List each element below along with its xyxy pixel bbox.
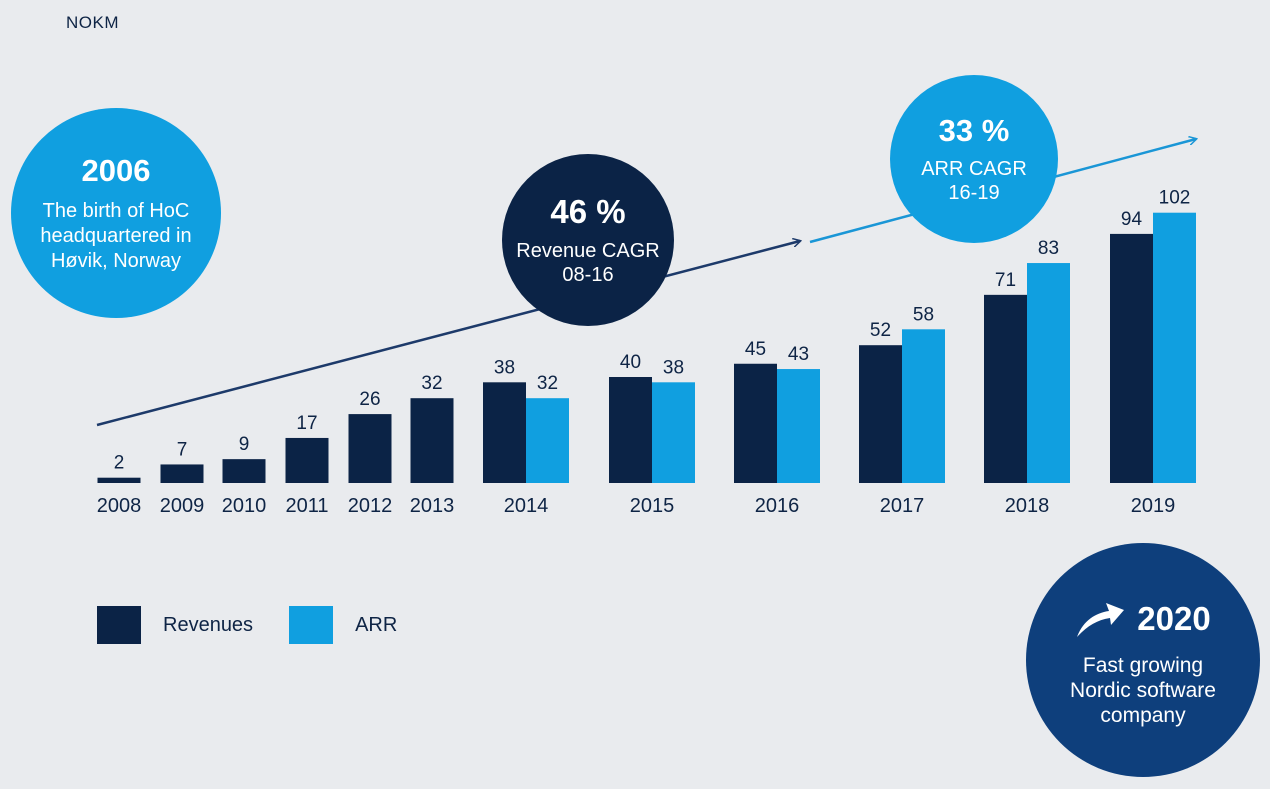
arr-bar-2018 <box>1027 263 1070 483</box>
arr-bar-2014 <box>526 398 569 483</box>
revenues-value-label: 45 <box>745 339 766 360</box>
revenues-bar-2012 <box>348 414 392 483</box>
arr-bar-2015 <box>652 382 695 483</box>
revenues-value-label: 38 <box>494 357 515 378</box>
revenue-cagr-period: 08-16 <box>562 264 614 286</box>
revenues-value-label: 71 <box>995 270 1016 291</box>
revenue-cagr-value: 46 % <box>550 193 626 230</box>
revenues-bar-2017 <box>859 345 902 483</box>
revenues-bar-2018 <box>984 294 1027 483</box>
revenues-value-label: 94 <box>1121 209 1143 230</box>
arr-value-label: 38 <box>663 357 684 378</box>
revenues-bar-2011 <box>285 437 329 483</box>
arr-value-label: 58 <box>913 304 934 325</box>
unit-label: NOKM <box>66 13 119 32</box>
arr-value-label: 83 <box>1038 238 1059 259</box>
revenues-bar-2016 <box>734 363 777 483</box>
x-tick-label: 2019 <box>1131 495 1176 517</box>
revenues-value-label: 40 <box>620 352 641 373</box>
x-tick-label: 2011 <box>285 495 328 517</box>
founding-text-line: The birth of HoC <box>42 199 190 222</box>
x-tick-label: 2018 <box>1005 495 1050 517</box>
x-tick-label: 2013 <box>410 495 455 517</box>
revenue-cagr-label: Revenue CAGR <box>516 240 660 262</box>
arr-bar-2016 <box>777 369 820 483</box>
legend-label-arr: ARR <box>355 613 398 636</box>
founding-callout: 2006 The birth of HoC headquartered in H… <box>11 108 221 318</box>
revenues-value-label: 26 <box>359 389 380 410</box>
founding-text-line: headquartered in <box>40 224 192 247</box>
legend: Revenues ARR <box>97 606 433 644</box>
arr-cagr-period: 16-19 <box>948 182 1000 204</box>
arr-value-label: 32 <box>537 373 558 394</box>
x-tick-label: 2016 <box>755 495 800 517</box>
revenues-bar-2019 <box>1110 233 1153 483</box>
revenues-bar-2008 <box>97 477 141 483</box>
arr-bar-2017 <box>902 329 945 483</box>
arr-bar-2019 <box>1153 212 1196 483</box>
revenues-bar-2014 <box>483 382 526 483</box>
revenues-value-label: 17 <box>296 413 317 434</box>
growth-arrow-icon <box>1077 602 1125 637</box>
founding-year: 2006 <box>81 152 151 188</box>
revenues-bar-2015 <box>609 377 652 483</box>
x-tick-label: 2015 <box>630 495 675 517</box>
revenues-value-label: 32 <box>421 373 442 394</box>
revenues-value-label: 2 <box>114 453 125 474</box>
revenues-bar-2010 <box>222 459 266 483</box>
legend-label-revenues: Revenues <box>163 613 254 636</box>
legend-swatch-arr <box>289 606 334 644</box>
company-callout: 2020 Fast growing Nordic software compan… <box>1026 543 1260 777</box>
arr-cagr-callout: 33 % ARR CAGR 16-19 <box>890 75 1058 243</box>
revenues-value-label: 7 <box>177 439 188 460</box>
arr-value-label: 102 <box>1159 188 1191 209</box>
founding-text-line: Høvik, Norway <box>50 249 181 272</box>
arr-value-label: 43 <box>788 344 809 365</box>
revenue-cagr-callout: 46 % Revenue CAGR 08-16 <box>502 154 674 326</box>
arr-cagr-value: 33 % <box>938 113 1010 148</box>
x-tick-label: 2014 <box>504 495 549 517</box>
company-text-line: Fast growing <box>1082 653 1204 677</box>
x-tick-label: 2008 <box>97 495 142 517</box>
revenues-bar-2013 <box>410 398 454 483</box>
x-tick-label: 2012 <box>348 495 393 517</box>
company-year: 2020 <box>1137 599 1211 637</box>
company-text-line: company <box>1100 703 1186 727</box>
arr-cagr-label: ARR CAGR <box>921 158 1027 180</box>
x-tick-label: 2009 <box>160 495 205 517</box>
x-tick-label: 2010 <box>222 495 267 517</box>
revenues-value-label: 9 <box>239 434 250 455</box>
revenue-trend-arrow <box>96 241 800 427</box>
revenues-value-label: 52 <box>870 320 891 341</box>
x-tick-label: 2017 <box>880 495 925 517</box>
revenues-bar-2009 <box>160 464 204 483</box>
legend-swatch-revenues <box>97 606 141 644</box>
company-text-line: Nordic software <box>1070 678 1216 702</box>
